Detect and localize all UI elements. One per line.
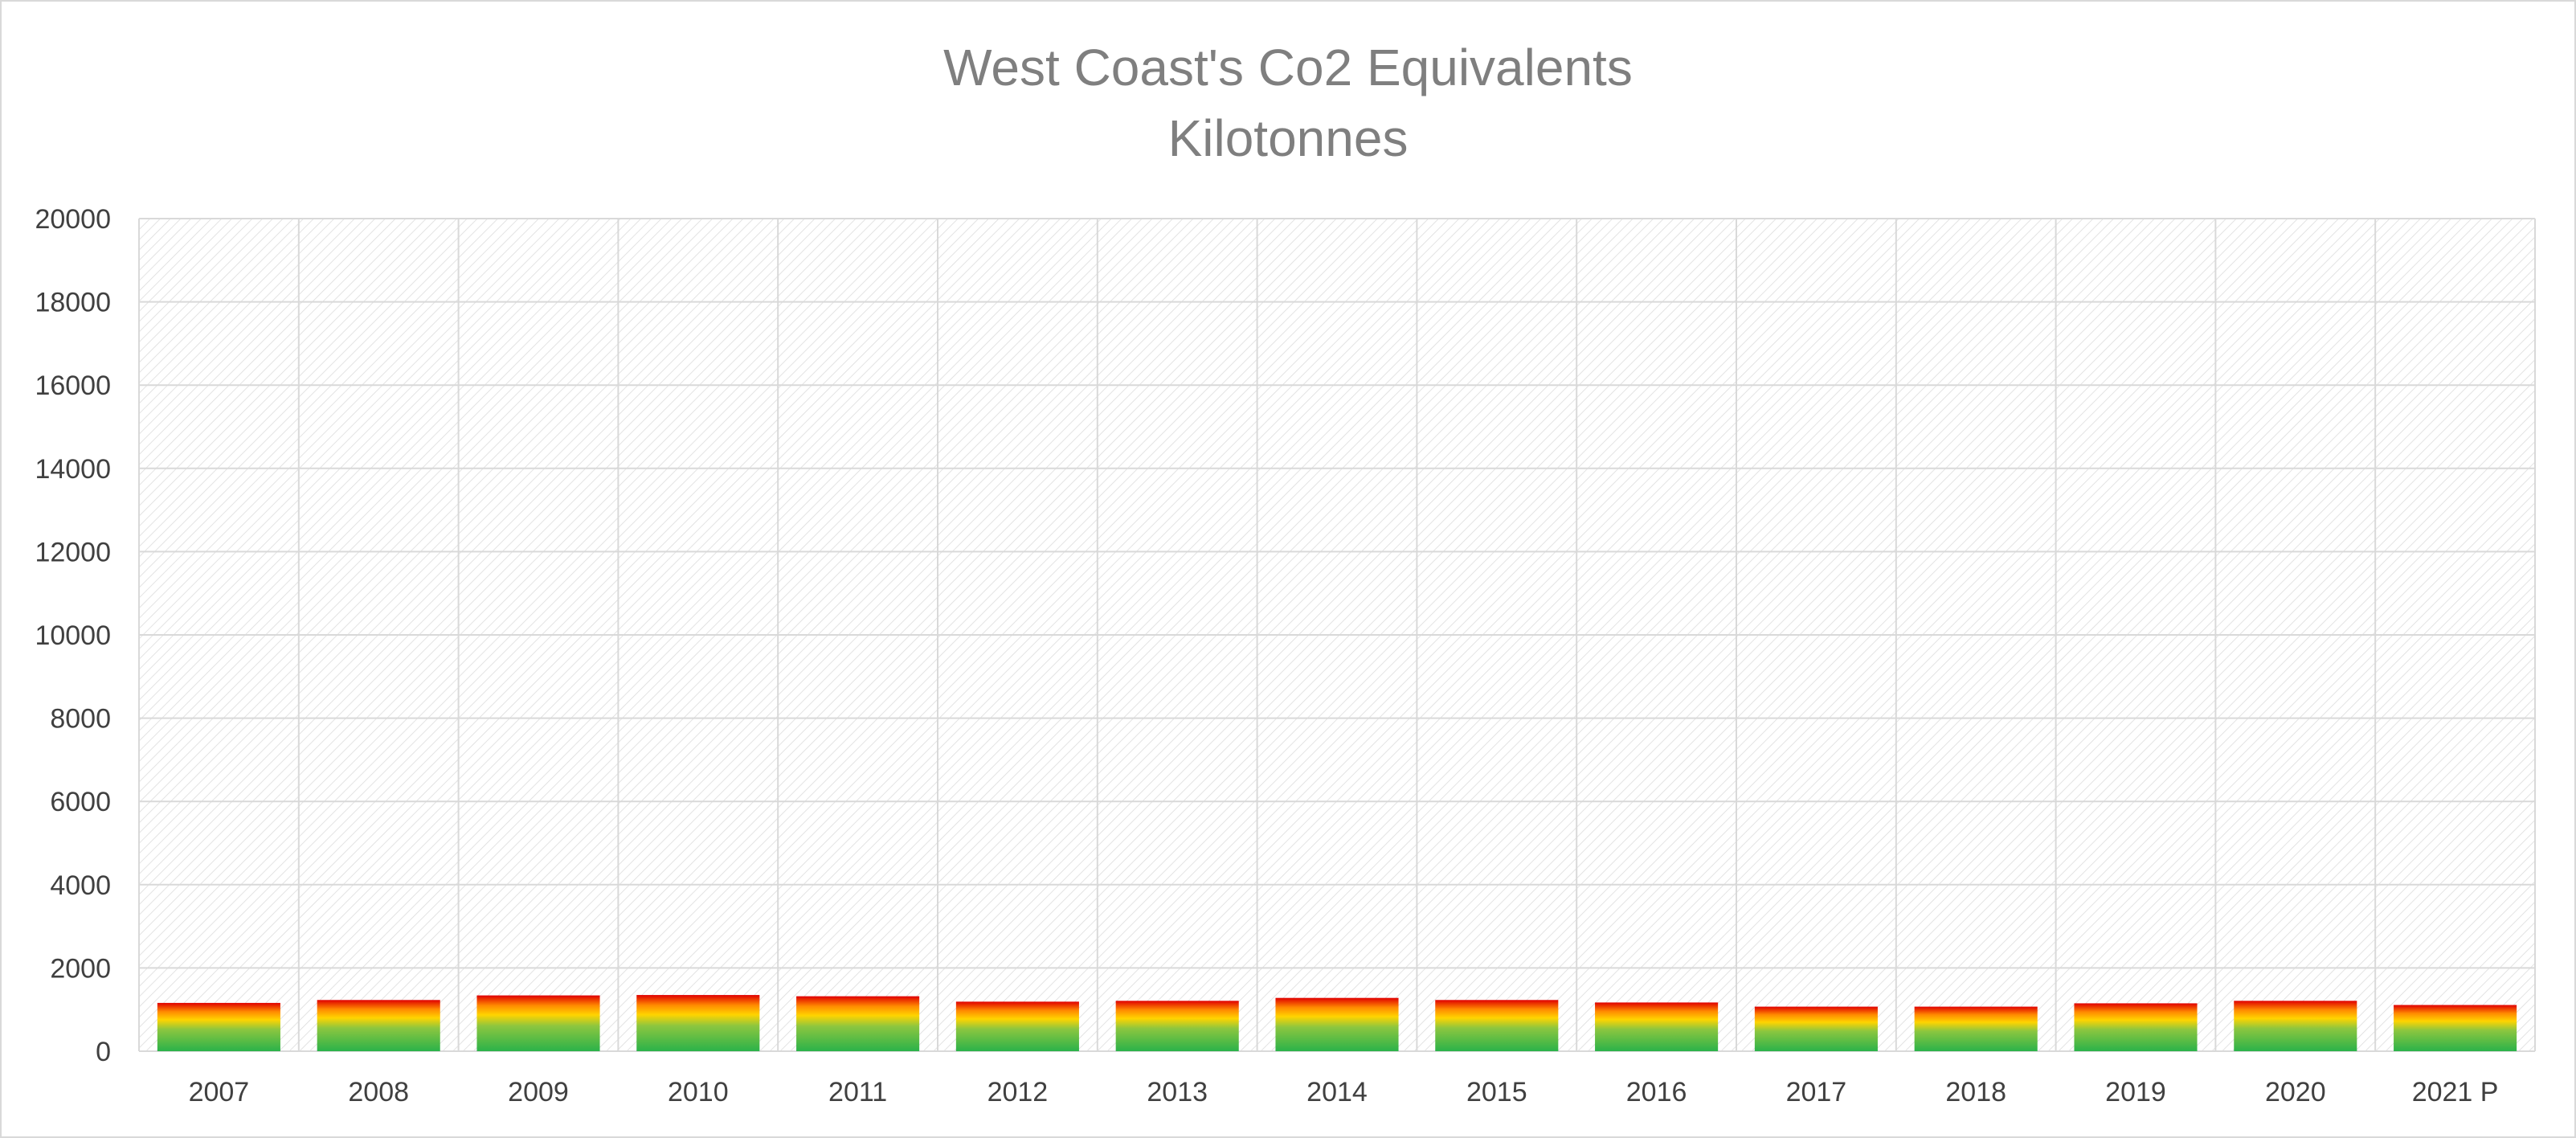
x-tick-label: 2019 <box>2105 1077 2166 1107</box>
y-tick-label: 2000 <box>50 953 111 984</box>
y-tick-label: 14000 <box>35 454 111 485</box>
bar-2018 <box>1914 1006 2038 1051</box>
x-axis-ticks: 2007 2008 2009 2010 2011 2012 2013 2014 2015 2016… <box>189 1077 2499 1107</box>
y-tick-label: 0 <box>96 1037 111 1067</box>
bar-2016 <box>1595 1002 1719 1051</box>
x-tick-label: 2012 <box>987 1077 1049 1107</box>
chart-title-block: West Coast's Co2 Equivalents Kilotonnes <box>0 32 2576 174</box>
x-tick-label: 2020 <box>2265 1077 2326 1107</box>
chart-title: West Coast's Co2 Equivalents <box>943 39 1633 96</box>
bar-2021-p <box>2394 1005 2517 1051</box>
x-tick-label: 2007 <box>189 1077 250 1107</box>
y-tick-label: 16000 <box>35 370 111 401</box>
bar-2009 <box>476 995 600 1051</box>
bar-2017 <box>1754 1006 1878 1051</box>
y-tick-label: 12000 <box>35 537 111 567</box>
bar-2010 <box>636 995 760 1051</box>
x-tick-label: 2014 <box>1306 1077 1368 1107</box>
bar-2007 <box>157 1002 280 1051</box>
bars <box>157 995 2517 1051</box>
bar-2008 <box>317 1000 440 1051</box>
x-tick-label: 2018 <box>1945 1077 2006 1107</box>
x-tick-label: 2010 <box>668 1077 729 1107</box>
x-tick-label: 2008 <box>348 1077 409 1107</box>
x-tick-label: 2016 <box>1626 1077 1687 1107</box>
bar-2014 <box>1275 997 1399 1051</box>
x-tick-label: 2009 <box>508 1077 569 1107</box>
y-tick-label: 8000 <box>50 704 111 735</box>
bar-2013 <box>1115 1001 1239 1051</box>
bar-2015 <box>1435 1000 1559 1051</box>
bar-2019 <box>2074 1003 2198 1051</box>
y-tick-label: 18000 <box>35 288 111 318</box>
bar-2012 <box>955 1001 1079 1051</box>
y-tick-label: 10000 <box>35 620 111 651</box>
y-axis-ticks: 0 2000 4000 6000 8000 10000 12000 14000 16000 180… <box>35 204 111 1067</box>
y-tick-label: 4000 <box>50 870 111 901</box>
x-tick-label: 2021 P <box>2412 1077 2499 1107</box>
x-tick-label: 2011 <box>828 1077 887 1107</box>
x-tick-label: 2017 <box>1786 1077 1847 1107</box>
chart-subtitle: Kilotonnes <box>1167 109 1409 167</box>
x-tick-label: 2015 <box>1466 1077 1527 1107</box>
y-tick-label: 6000 <box>50 787 111 817</box>
y-tick-label: 20000 <box>35 204 111 235</box>
bar-2011 <box>796 996 920 1051</box>
bar-2020 <box>2234 1001 2357 1051</box>
x-tick-label: 2013 <box>1147 1077 1208 1107</box>
